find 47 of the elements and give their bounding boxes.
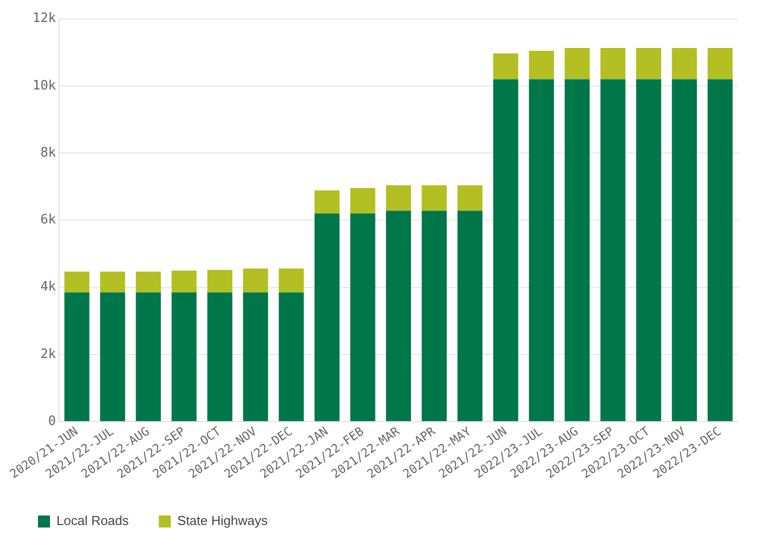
bar: [564, 79, 590, 422]
legend-label: State Highways: [177, 513, 268, 528]
bar: [172, 292, 197, 422]
bar: [386, 210, 412, 422]
bar: [457, 185, 482, 211]
bar: [708, 48, 733, 80]
bar: [528, 79, 554, 422]
bar: [493, 79, 518, 422]
bar: [100, 292, 126, 422]
bar: [636, 79, 662, 422]
y-tick-label: 4k: [40, 280, 56, 295]
bar: [243, 268, 268, 292]
y-tick-label: 2k: [40, 346, 56, 362]
bar: [564, 48, 590, 80]
bar: [422, 210, 447, 422]
bar: [278, 268, 304, 292]
bar: [528, 50, 554, 80]
y-tick-label: 10k: [32, 78, 56, 94]
bar: [100, 272, 126, 292]
bar: [493, 53, 518, 80]
bar: [636, 48, 662, 80]
bar: [600, 48, 626, 80]
bar: [457, 210, 482, 422]
bar: [708, 79, 733, 422]
bar: [172, 270, 197, 292]
bar: [600, 79, 626, 422]
y-tick-label: 8k: [40, 145, 56, 160]
bar: [672, 48, 697, 80]
y-tick-label: 12k: [32, 11, 56, 26]
y-tick-label: 0: [48, 414, 56, 429]
bar: [136, 272, 161, 292]
bar: [350, 213, 376, 422]
bar: [422, 185, 447, 211]
bar: [64, 292, 90, 422]
bar: [64, 272, 90, 292]
legend-label: Local Roads: [56, 513, 130, 528]
bar: [314, 190, 340, 214]
bar: [207, 292, 232, 422]
bar: [207, 270, 232, 292]
bar: [136, 292, 161, 422]
bar: [672, 79, 697, 422]
bar: [278, 292, 304, 422]
y-tick-label: 6k: [40, 212, 56, 228]
bar: [350, 188, 376, 214]
bar: [314, 213, 340, 422]
bar: [386, 185, 412, 211]
bar: [243, 292, 268, 422]
